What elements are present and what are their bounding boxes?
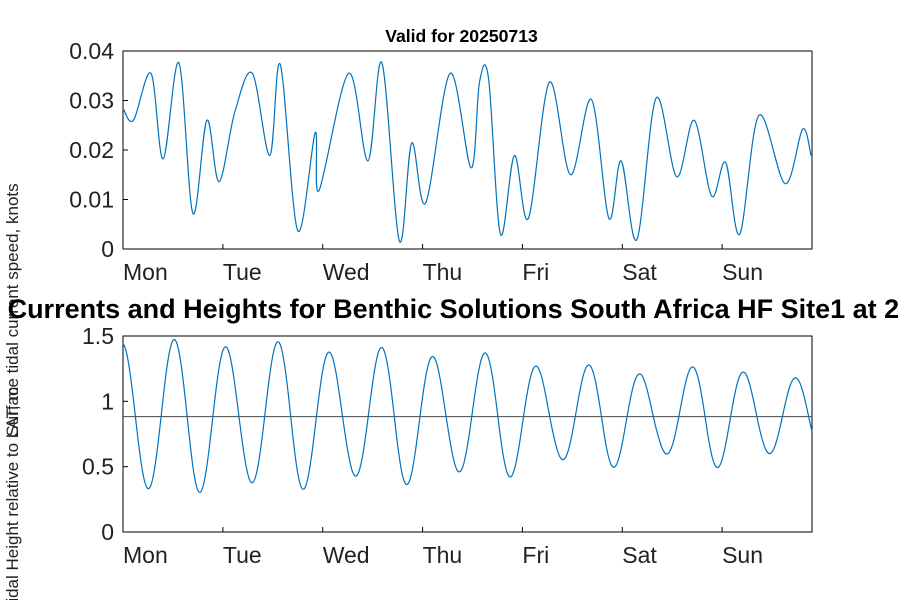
svg-text:Wed: Wed — [323, 542, 370, 568]
svg-text:Surface Tidal Currents and Hei: Surface Tidal Currents and Heights for B… — [0, 294, 900, 324]
svg-text:0.01: 0.01 — [69, 187, 114, 213]
svg-text:Fri: Fri — [522, 542, 549, 568]
svg-text:1.5: 1.5 — [82, 323, 114, 349]
svg-text:Wed: Wed — [323, 259, 370, 285]
svg-text:Tue: Tue — [223, 259, 262, 285]
svg-text:0.02: 0.02 — [69, 137, 114, 163]
svg-text:0.5: 0.5 — [82, 454, 114, 480]
svg-text:Sun: Sun — [722, 542, 763, 568]
svg-text:Sat: Sat — [622, 542, 657, 568]
svg-text:Fri: Fri — [522, 259, 549, 285]
svg-text:Thu: Thu — [423, 542, 463, 568]
svg-text:Sun: Sun — [722, 259, 763, 285]
svg-text:Sat: Sat — [622, 259, 657, 285]
svg-text:Thu: Thu — [423, 259, 463, 285]
svg-text:1: 1 — [101, 388, 114, 414]
svg-text:Mon: Mon — [123, 259, 168, 285]
svg-text:0: 0 — [101, 236, 114, 262]
svg-text:Tue: Tue — [223, 542, 262, 568]
svg-text:0.03: 0.03 — [69, 88, 114, 114]
svg-text:0.04: 0.04 — [69, 38, 114, 64]
svg-text:0: 0 — [101, 519, 114, 545]
svg-text:Tidal Height relative to LAT,: Tidal Height relative to LAT, m — [3, 387, 22, 600]
svg-text:Valid for 20250713: Valid for 20250713 — [385, 26, 538, 46]
svg-text:Mon: Mon — [123, 542, 168, 568]
